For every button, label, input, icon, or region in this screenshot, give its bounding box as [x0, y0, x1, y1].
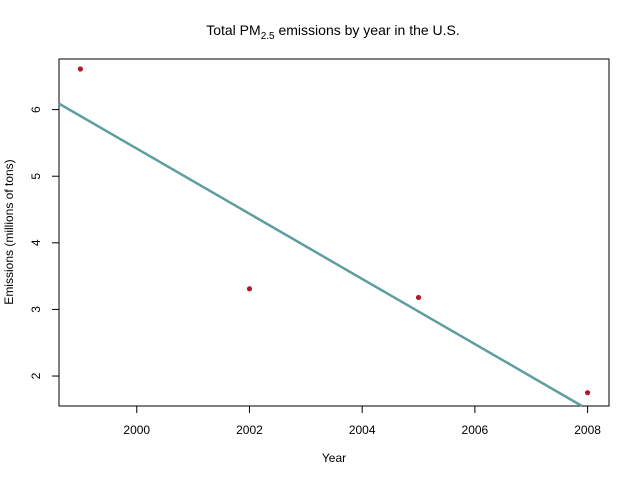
y-axis-label: Emissions (millions of tons) — [2, 159, 16, 304]
chart-title-subscript: 2.5 — [261, 31, 275, 42]
x-tick-label-2002: 2002 — [236, 423, 263, 437]
data-points-layer — [77, 66, 591, 396]
chart-title-main: Total PM — [206, 22, 260, 38]
chart-title: Total PM2.5 emissions by year in the U.S… — [206, 22, 460, 42]
plot-frame — [58, 58, 610, 407]
data-point-2008 — [584, 390, 591, 396]
x-tick-label-2006: 2006 — [462, 423, 489, 437]
x-axis: 2000 2002 2004 2006 2008 — [123, 405, 601, 437]
x-tick-label-2004: 2004 — [349, 423, 376, 437]
y-axis: 2 3 4 5 6 — [29, 106, 60, 379]
y-tick-label-5: 5 — [29, 173, 43, 180]
y-tick-label-2: 2 — [29, 372, 43, 379]
y-tick-label-4: 4 — [29, 239, 43, 246]
x-axis-label: Year — [322, 451, 346, 465]
data-point-2005 — [415, 294, 422, 301]
y-tick-label-3: 3 — [29, 306, 43, 313]
data-point-1999 — [77, 66, 84, 72]
y-tick-label-6: 6 — [29, 106, 43, 113]
data-point-2002 — [246, 286, 253, 292]
chart-title-rest: emissions by year in the U.S. — [275, 22, 460, 38]
trend-line — [58, 102, 583, 408]
x-tick-label-2000: 2000 — [123, 423, 150, 437]
trend-line-layer — [58, 102, 583, 408]
x-tick-label-2008: 2008 — [574, 423, 601, 437]
